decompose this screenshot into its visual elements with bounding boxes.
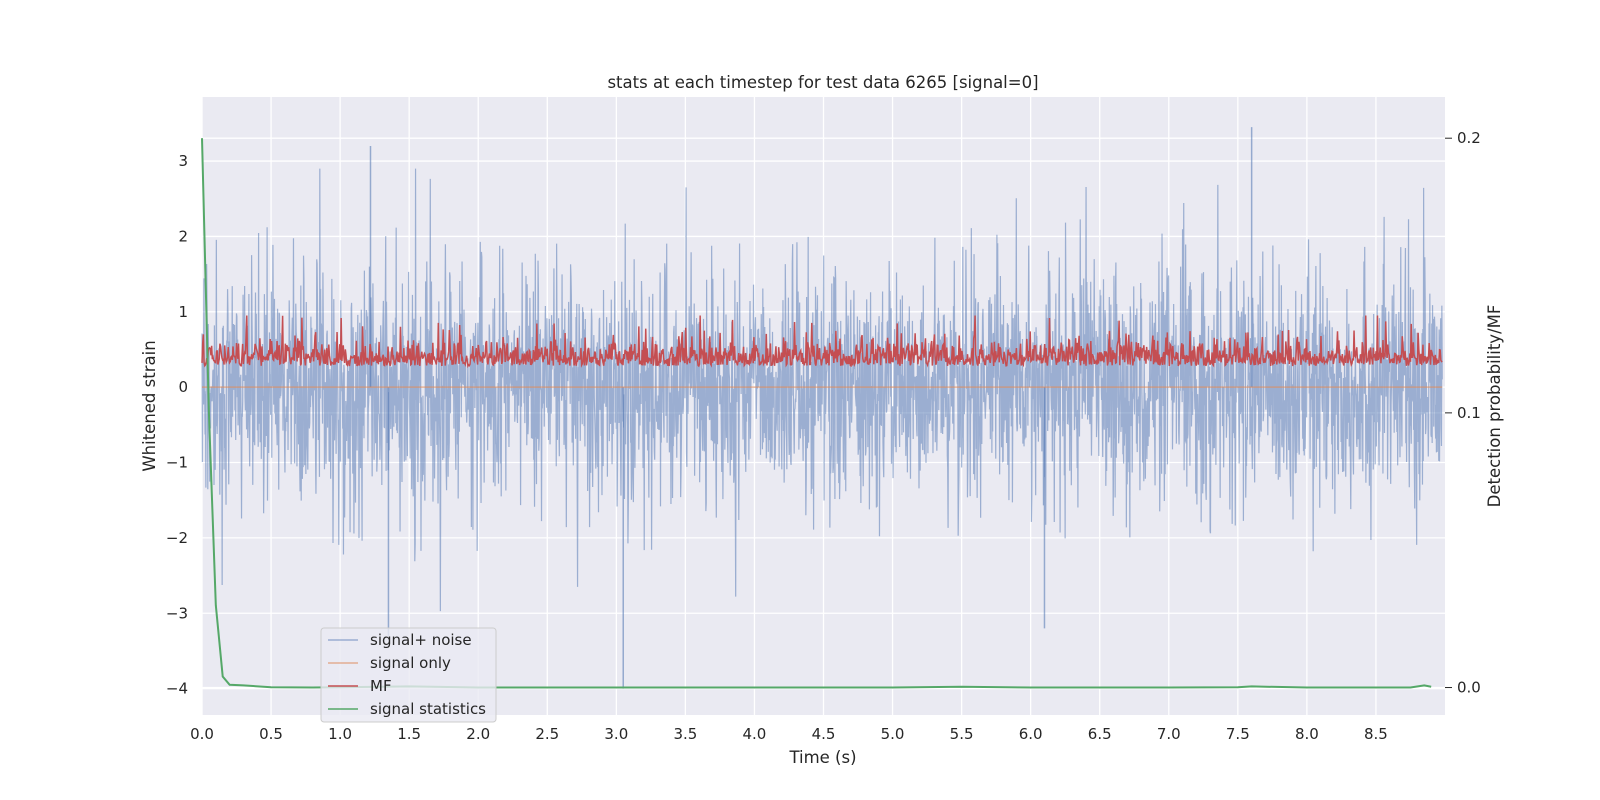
y-tick-label: 3 bbox=[178, 152, 188, 170]
y-tick-label: −4 bbox=[166, 680, 188, 698]
x-tick-label: 1.5 bbox=[397, 725, 421, 743]
y-right-tick-label: 0.1 bbox=[1457, 404, 1481, 422]
x-tick-label: 5.5 bbox=[950, 725, 974, 743]
x-tick-label: 4.5 bbox=[812, 725, 836, 743]
y-right-tick-label: 0.0 bbox=[1457, 679, 1481, 697]
x-tick-label: 1.0 bbox=[328, 725, 352, 743]
legend: signal+ noise signal only MF signal stat… bbox=[320, 627, 497, 723]
x-axis: 0.0 0.5 1.0 1.5 2.0 2.5 3.0 3.5 4.0 4.5 5.0 5.5 6.0 6… bbox=[190, 725, 1388, 743]
legend-label-signal-noise: signal+ noise bbox=[370, 631, 472, 649]
x-axis-label: Time (s) bbox=[788, 748, 856, 767]
legend-label-mf: MF bbox=[370, 677, 392, 695]
x-tick-label: 2.5 bbox=[535, 725, 559, 743]
y-right-tick-label: 0.2 bbox=[1457, 129, 1481, 147]
series-signal-statistics bbox=[201, 138, 1432, 689]
x-tick-label: 4.0 bbox=[743, 725, 767, 743]
x-tick-label: 2.0 bbox=[466, 725, 490, 743]
chart-title: stats at each timestep for test data 626… bbox=[607, 73, 1038, 92]
y-tick-label: −2 bbox=[166, 529, 188, 547]
y-tick-label: 2 bbox=[178, 227, 188, 245]
x-tick-label: 8.0 bbox=[1295, 725, 1319, 743]
y-tick-label: 0 bbox=[178, 378, 188, 396]
legend-box bbox=[320, 627, 497, 723]
x-tick-label: 3.0 bbox=[604, 725, 628, 743]
x-tick-label: 3.5 bbox=[673, 725, 697, 743]
x-tick-label: 0.5 bbox=[259, 725, 283, 743]
y-tick-label: −1 bbox=[166, 454, 188, 472]
y-axis-right-label: Detection probability/MF bbox=[1485, 305, 1504, 508]
x-tick-label: 0.0 bbox=[190, 725, 214, 743]
legend-label-signal-only: signal only bbox=[370, 654, 451, 672]
y-tick-label: −3 bbox=[166, 604, 188, 622]
y-tick-label: 1 bbox=[178, 303, 188, 321]
x-tick-label: 5.0 bbox=[881, 725, 905, 743]
x-tick-label: 7.0 bbox=[1157, 725, 1181, 743]
y-axis-label: Whitened strain bbox=[140, 340, 159, 471]
y-axis-left: −4 −3 −2 −1 0 1 2 3 bbox=[166, 152, 188, 698]
x-tick-label: 6.5 bbox=[1088, 725, 1112, 743]
x-tick-label: 6.0 bbox=[1019, 725, 1043, 743]
series-signal-noise bbox=[201, 168, 1443, 612]
y-axis-right: 0.0 0.1 0.2 bbox=[1445, 129, 1481, 697]
series-mf bbox=[201, 315, 1443, 369]
x-tick-label: 8.5 bbox=[1364, 725, 1388, 743]
legend-label-signal-statistics: signal statistics bbox=[370, 700, 486, 718]
x-tick-label: 7.5 bbox=[1226, 725, 1250, 743]
series-layer bbox=[201, 127, 1443, 689]
